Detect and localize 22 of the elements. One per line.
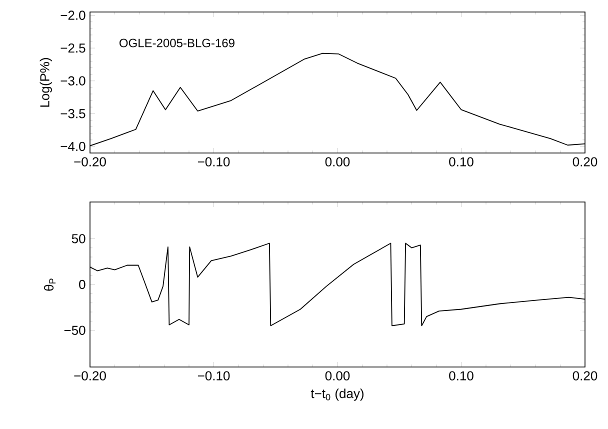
x-tick-label: −0.10 bbox=[198, 371, 230, 380]
x-tick-label: 0.10 bbox=[449, 157, 474, 166]
x-tick-label: 0.20 bbox=[572, 371, 598, 380]
y-tick-label: −3.5 bbox=[60, 109, 86, 118]
x-tick-label: −0.20 bbox=[74, 157, 106, 166]
annotation: OGLE-2005-BLG-169 bbox=[120, 38, 234, 48]
x-tick-label: −0.10 bbox=[198, 157, 230, 166]
x-tick-label: 0.00 bbox=[325, 371, 350, 380]
x-tick-label: 0.10 bbox=[449, 371, 474, 380]
y-axis-title: Log(P%) bbox=[40, 58, 52, 107]
x-tick-label: 0.00 bbox=[325, 157, 350, 166]
y-axis-title: θ$_{P}$ bbox=[44, 278, 56, 291]
y-tick-label: −2.0 bbox=[60, 10, 86, 20]
y-tick-label: −3.0 bbox=[60, 76, 86, 86]
y-tick-label: 0 bbox=[79, 280, 86, 290]
y-tick-label: −2.5 bbox=[60, 43, 86, 53]
y-tick-label: −4.0 bbox=[60, 142, 86, 152]
y-tick-label: 50 bbox=[72, 234, 86, 244]
y-tick-label: −50 bbox=[64, 326, 86, 335]
x-tick-label: −0.20 bbox=[74, 371, 106, 380]
x-axis-title: t−t$_{0}$ (day) bbox=[310, 388, 364, 401]
x-tick-label: 0.20 bbox=[572, 157, 598, 166]
